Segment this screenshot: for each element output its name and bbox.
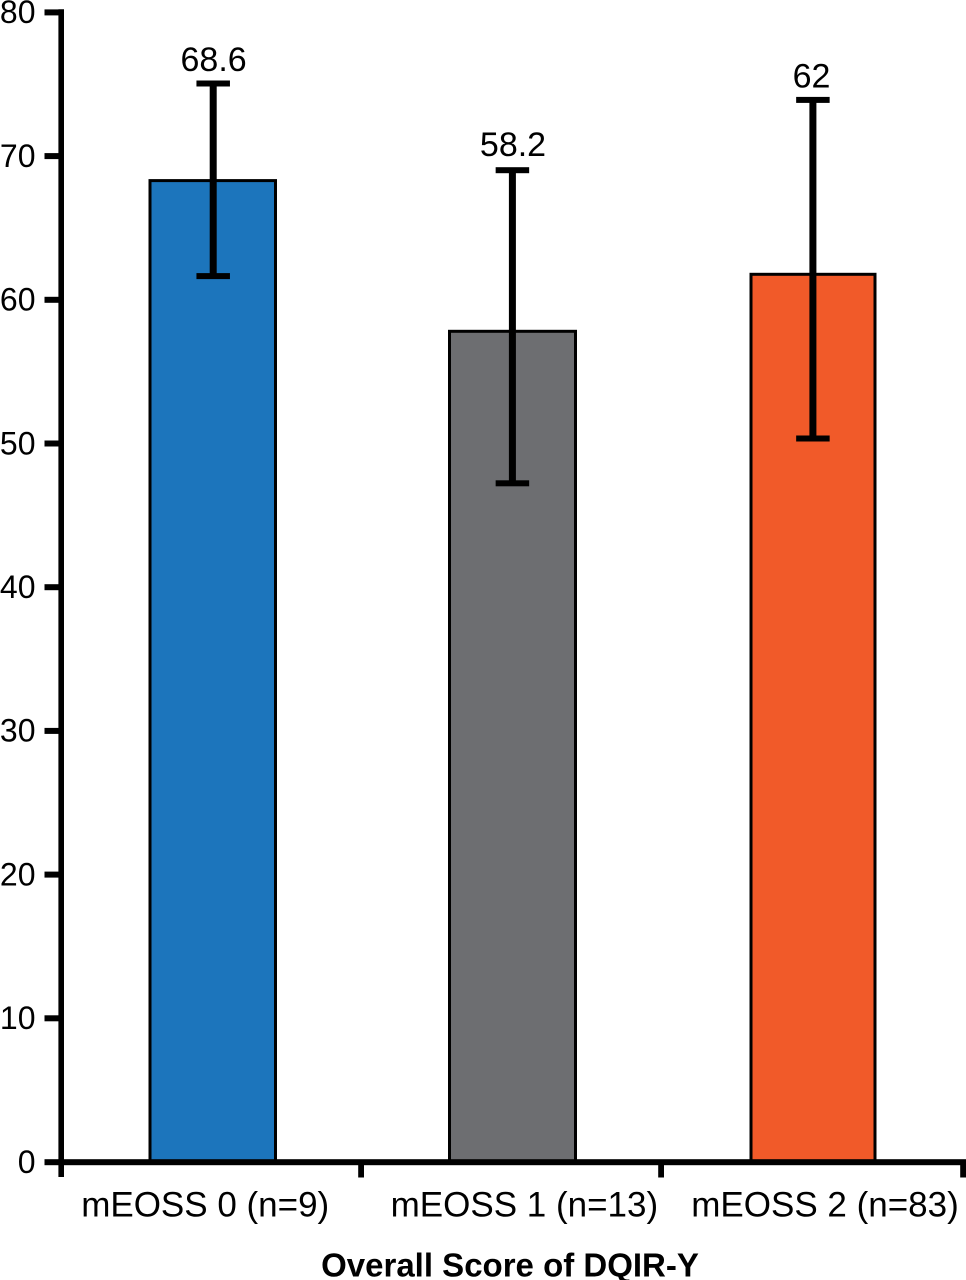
- svg-text:20: 20: [0, 856, 36, 892]
- svg-text:68.6: 68.6: [181, 41, 247, 79]
- svg-text:Overall Score of DQIR-Y: Overall Score of DQIR-Y: [321, 1247, 699, 1280]
- svg-text:mEOSS 0 (n=9): mEOSS 0 (n=9): [81, 1186, 329, 1225]
- svg-text:60: 60: [0, 282, 36, 318]
- svg-text:62: 62: [793, 58, 831, 96]
- svg-text:mEOSS 1 (n=13): mEOSS 1 (n=13): [391, 1186, 658, 1225]
- svg-text:mEOSS 2 (n=83): mEOSS 2 (n=83): [691, 1186, 958, 1225]
- svg-text:10: 10: [0, 1000, 36, 1036]
- svg-text:58.2: 58.2: [480, 126, 546, 164]
- svg-text:70: 70: [0, 138, 36, 174]
- svg-text:80: 80: [0, 0, 36, 30]
- svg-text:40: 40: [0, 569, 36, 605]
- svg-text:50: 50: [0, 425, 36, 461]
- svg-text:0: 0: [18, 1144, 36, 1180]
- svg-text:30: 30: [0, 713, 36, 749]
